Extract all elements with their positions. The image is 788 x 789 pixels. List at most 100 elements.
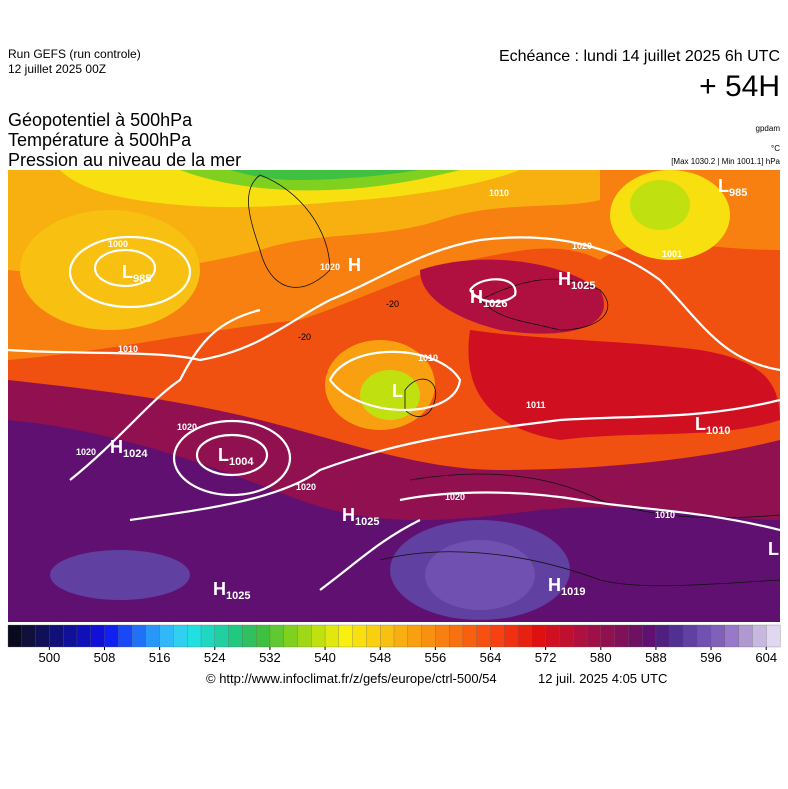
colorbar-swatch bbox=[297, 624, 312, 648]
center-letter: L bbox=[122, 262, 133, 282]
colorbar-swatch bbox=[159, 624, 174, 648]
colorbar-label: 548 bbox=[369, 650, 391, 665]
isobar-label: 1020 bbox=[445, 492, 465, 502]
pressure-center: H1026 bbox=[470, 287, 507, 310]
colorbar-swatch bbox=[655, 624, 671, 648]
run: Run GEFS (run controle) bbox=[8, 47, 141, 61]
run-date: 12 juillet 2025 00Z bbox=[8, 62, 106, 76]
center-letter: L bbox=[695, 414, 706, 434]
isobar-label: 1010 bbox=[118, 344, 138, 354]
isobar-label: 1020 bbox=[572, 241, 592, 251]
colorbar-label: 516 bbox=[149, 650, 171, 665]
pressure-center: H1025 bbox=[213, 579, 250, 602]
colorbar-swatch bbox=[641, 624, 657, 648]
isobar-label: 1000 bbox=[108, 239, 128, 249]
colorbar-swatch bbox=[421, 624, 436, 648]
source: © http://www.infoclimat.fr/z/gefs/europe… bbox=[206, 671, 497, 686]
pressure-center: L1004 bbox=[218, 445, 254, 468]
colorbar-swatch bbox=[738, 624, 753, 648]
colorbar-label: 540 bbox=[314, 650, 336, 665]
colorbar-swatch bbox=[586, 624, 602, 648]
center-letter: H bbox=[342, 505, 355, 525]
center-value: 1026 bbox=[483, 298, 507, 310]
center-value: 1024 bbox=[123, 448, 148, 460]
pressure-center: L985 bbox=[122, 262, 151, 285]
colorbar-swatch bbox=[242, 624, 257, 648]
unit: gpdam bbox=[756, 124, 781, 133]
colorbar-swatch bbox=[200, 624, 216, 648]
center-value: 985 bbox=[133, 273, 151, 285]
unit: °C bbox=[771, 144, 780, 153]
colorbar-swatch bbox=[338, 624, 354, 648]
colorbar-swatch bbox=[366, 624, 381, 648]
colorbar-swatch bbox=[380, 624, 395, 648]
colorbar-swatch bbox=[21, 624, 37, 648]
colorbar-swatch bbox=[697, 624, 712, 648]
colorbar-swatch bbox=[118, 624, 133, 648]
isobar-label: 1020 bbox=[320, 262, 340, 272]
title: Température à 500hPa bbox=[8, 130, 192, 150]
colorbar-swatch bbox=[255, 624, 271, 648]
colorbar-swatch bbox=[269, 624, 285, 648]
colorbar-swatch bbox=[462, 624, 478, 648]
colorbar-swatch bbox=[710, 624, 726, 648]
colorbar-swatch bbox=[49, 624, 64, 648]
colorbar-swatch bbox=[531, 624, 547, 648]
pressure-center: H1024 bbox=[110, 437, 148, 460]
center-letter: L bbox=[768, 539, 779, 559]
colorbar-swatch bbox=[614, 624, 629, 648]
isobar-label: 1010 bbox=[418, 353, 438, 363]
center-value: 985 bbox=[729, 187, 747, 199]
center-letter: L bbox=[718, 176, 729, 196]
title: Géopotentiel à 500hPa bbox=[8, 110, 193, 130]
colorbar-label: 532 bbox=[259, 650, 281, 665]
generated: 12 juil. 2025 4:05 UTC bbox=[538, 671, 667, 686]
colorbar-swatch bbox=[517, 624, 533, 648]
colorbar-swatch bbox=[504, 624, 519, 648]
colorbar-swatch bbox=[752, 624, 767, 648]
colorbar-swatch bbox=[766, 624, 781, 648]
unit: [Max 1030.2 | Min 1001.1] hPa bbox=[671, 157, 780, 166]
colorbar-swatch bbox=[35, 624, 50, 648]
isobar-label: 1001 bbox=[662, 249, 682, 259]
isobar-label: 1010 bbox=[655, 510, 675, 520]
pressure-center: H1019 bbox=[548, 575, 585, 598]
colorbar-swatch bbox=[352, 624, 367, 648]
colorbar-swatch bbox=[448, 624, 464, 648]
colorbar-swatch bbox=[628, 624, 643, 648]
colorbar-swatch bbox=[393, 624, 409, 648]
center-letter: H bbox=[558, 269, 571, 289]
colorbar-label: 524 bbox=[204, 650, 226, 665]
pressure-center: L1010 bbox=[695, 414, 730, 437]
colorbar-swatch bbox=[490, 624, 505, 648]
colorbar-label: 500 bbox=[39, 650, 61, 665]
colorbar-swatch bbox=[435, 624, 450, 648]
valid-time: Echéance : lundi 14 juillet 2025 6h UTC bbox=[499, 48, 780, 65]
colorbar-swatch bbox=[545, 624, 560, 648]
center-value: 1010 bbox=[706, 425, 730, 437]
center-value: 1025 bbox=[571, 280, 595, 292]
colorbar-label: 508 bbox=[94, 650, 116, 665]
colorbar-swatch bbox=[214, 624, 230, 648]
center-letter: L bbox=[392, 381, 403, 401]
center-letter: H bbox=[213, 579, 226, 599]
colorbar-swatch bbox=[573, 624, 588, 648]
colorbar-swatch bbox=[173, 624, 188, 648]
colorbar-label: 596 bbox=[700, 650, 722, 665]
colorbar-swatch bbox=[145, 624, 161, 648]
center-letter: H bbox=[470, 287, 483, 307]
center-value: 1025 bbox=[226, 590, 250, 602]
center-letter: H bbox=[548, 575, 561, 595]
colorbar-label: 588 bbox=[645, 650, 667, 665]
pressure-center: L bbox=[768, 539, 779, 559]
temperature-label: -20 bbox=[298, 332, 311, 342]
colorbar-swatch bbox=[104, 624, 119, 648]
center-value: 1025 bbox=[355, 516, 379, 528]
center-letter: L bbox=[218, 445, 229, 465]
center-value: 1004 bbox=[229, 456, 254, 468]
colorbar-swatch bbox=[131, 624, 147, 648]
colorbar-swatch bbox=[7, 624, 23, 648]
center-letter: H bbox=[348, 255, 361, 275]
isobar-label: 1020 bbox=[296, 482, 316, 492]
